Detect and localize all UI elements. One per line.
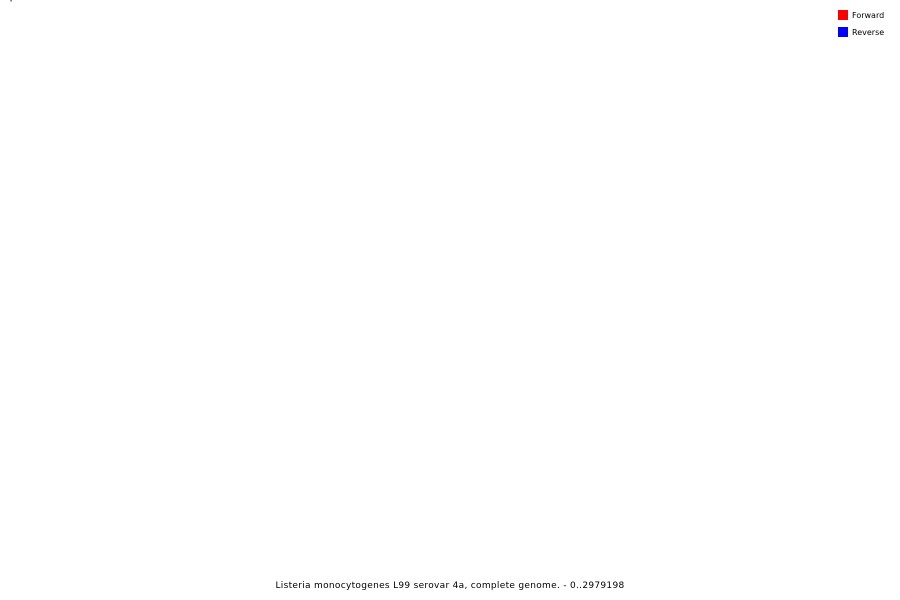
kbp-tick-label: 1700 kbp (0, 0, 14, 2)
kbp-tick-label: 1900 kbp (0, 0, 14, 2)
kbp-tick-label: 1850 kbp (0, 0, 14, 2)
kbp-tick-label: 1750 kbp (0, 0, 14, 2)
legend-reverse-swatch (838, 27, 848, 37)
kbp-tick-label: 1650 kbp (0, 0, 14, 2)
kbp-tick-label: 1600 kbp (0, 0, 14, 2)
map-caption: Listeria monocytogenes L99 serovar 4a, c… (275, 581, 624, 591)
legend-forward-swatch (838, 10, 848, 20)
kbp-tick-label: 1800 kbp (0, 0, 14, 2)
kbp-tick-marks: 2000 kbp1950 kbp1900 kbp1850 kbp1800 kbp… (0, 0, 14, 2)
kbp-tick-label: 1950 kbp (0, 0, 14, 2)
kbp-tick-label: 2000 kbp (0, 0, 14, 2)
legend-reverse-label: Reverse (852, 28, 884, 37)
legend-forward-label: Forward (852, 11, 884, 20)
legend: Forward Reverse (838, 10, 884, 37)
